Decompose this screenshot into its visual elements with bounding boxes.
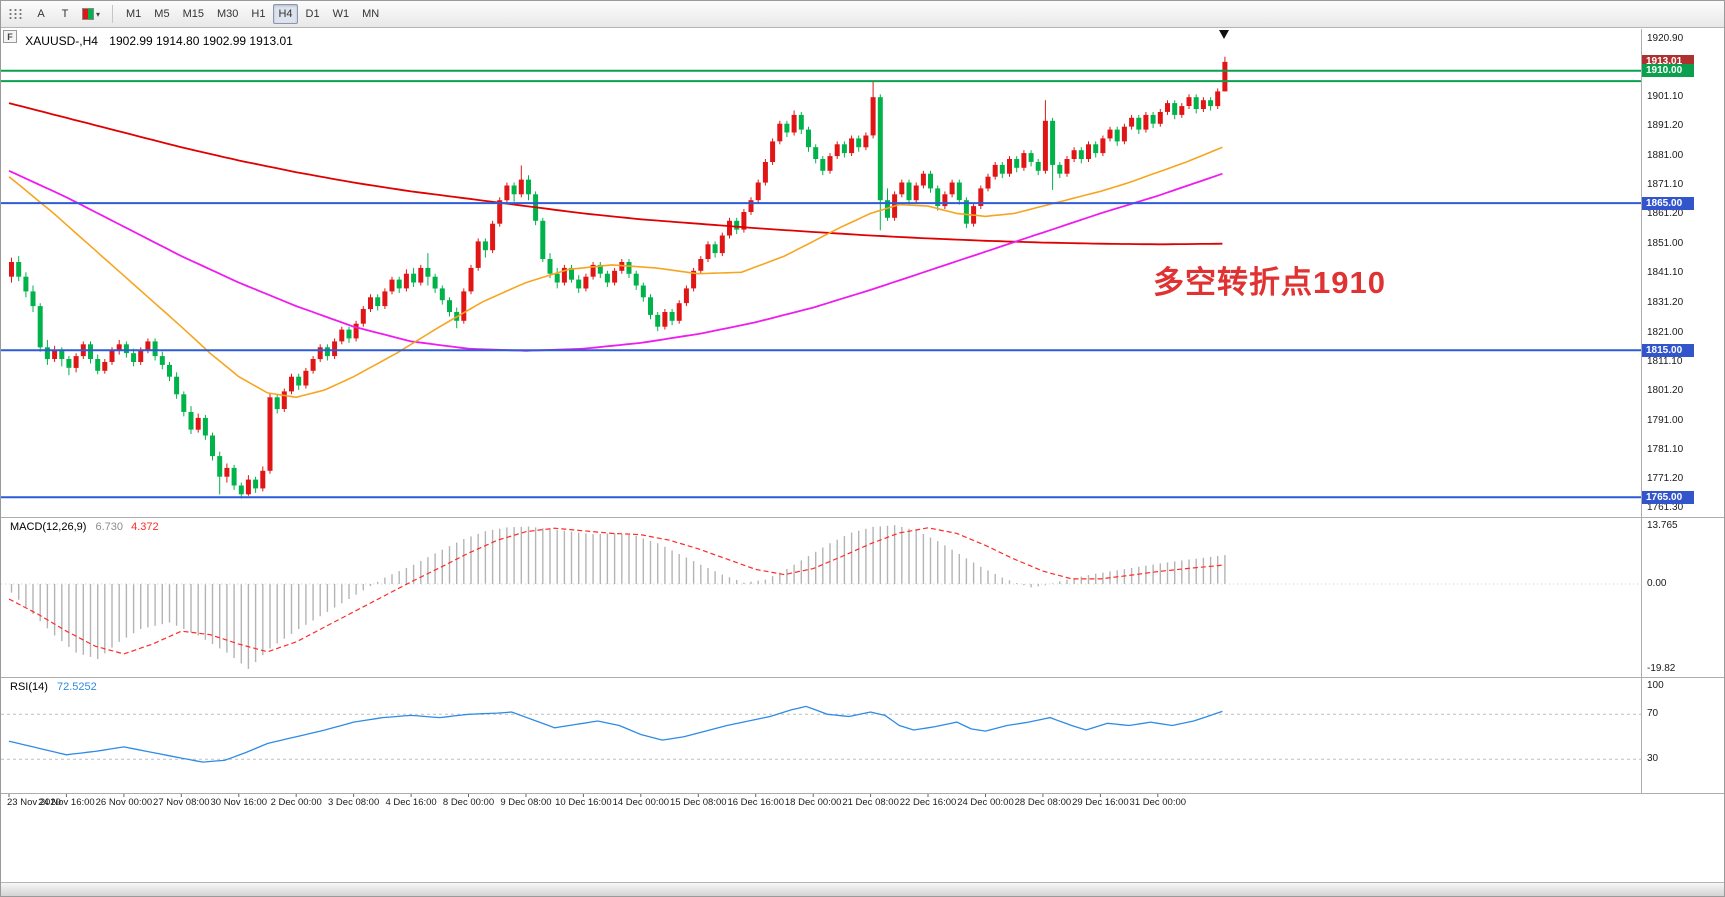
timeframe-button-w1[interactable]: W1 bbox=[328, 4, 355, 24]
time-axis-label: 22 Dec 16:00 bbox=[899, 797, 957, 808]
ohlc-values: 1902.99 1914.80 1902.99 1913.01 bbox=[109, 34, 293, 48]
time-axis-label: 30 Nov 16:00 bbox=[210, 797, 268, 808]
price-axis-label: 1861.20 bbox=[1647, 208, 1684, 220]
timeframe-button-h4[interactable]: H4 bbox=[273, 4, 298, 24]
text-annotation-button[interactable]: A bbox=[30, 4, 52, 24]
color-swatch-icon bbox=[82, 8, 94, 20]
f-tab[interactable]: F bbox=[3, 30, 17, 43]
timeframe-button-m5[interactable]: M5 bbox=[149, 4, 174, 24]
time-axis-label: 18 Dec 00:00 bbox=[784, 797, 842, 808]
candlestick-series bbox=[9, 56, 1228, 499]
price-axis-label: 1781.10 bbox=[1647, 443, 1684, 455]
time-axis-label: 31 Dec 00:00 bbox=[1129, 797, 1187, 808]
time-axis-label: 14 Dec 00:00 bbox=[612, 797, 670, 808]
panel-separator-rsi-time bbox=[1, 793, 1724, 794]
ma-magenta-line[interactable] bbox=[8, 169, 1223, 352]
price-axis-label: 1891.20 bbox=[1647, 120, 1684, 132]
time-axis-label: 2 Dec 00:00 bbox=[270, 797, 322, 808]
price-marker: 1910.00 bbox=[1642, 64, 1694, 78]
price-axis-label: 1811.10 bbox=[1647, 355, 1683, 367]
price-axis-label: 1771.20 bbox=[1647, 473, 1684, 485]
chart-title: ▼ XAUUSD-,H4 1902.99 1914.80 1902.99 191… bbox=[11, 34, 293, 48]
rsi-name: RSI(14) bbox=[10, 681, 48, 693]
price-axis-label: 1920.90 bbox=[1647, 32, 1684, 44]
price-axis-label: 1821.00 bbox=[1647, 326, 1684, 338]
price-scale-border bbox=[1641, 29, 1642, 794]
price-axis-label: 1801.20 bbox=[1647, 384, 1684, 396]
macd-main-value: 6.730 bbox=[95, 521, 124, 533]
price-axis-label: 1901.10 bbox=[1647, 90, 1684, 102]
toolbar-separator bbox=[112, 5, 114, 23]
time-axis-label: 4 Dec 16:00 bbox=[385, 797, 437, 808]
time-axis-label: 28 Dec 08:00 bbox=[1014, 797, 1072, 808]
macd-axis-label: 13.765 bbox=[1647, 520, 1678, 531]
ma-red-line[interactable] bbox=[8, 102, 1223, 246]
price-axis-label: 1761.30 bbox=[1647, 502, 1684, 514]
time-axis-label: 3 Dec 08:00 bbox=[328, 797, 380, 808]
colors-dropdown[interactable]: ▾ bbox=[78, 4, 104, 24]
arrow-marker[interactable] bbox=[1219, 30, 1229, 39]
timeframe-button-mn[interactable]: MN bbox=[357, 4, 384, 24]
symbol-period-label: XAUUSD-,H4 bbox=[25, 34, 98, 48]
timeframe-button-h1[interactable]: H1 bbox=[246, 4, 270, 24]
price-marker: 1865.00 bbox=[1642, 196, 1694, 210]
price-axis-label: 1831.20 bbox=[1647, 296, 1684, 308]
macd-name: MACD(12,26,9) bbox=[10, 521, 87, 533]
time-axis-label: 24 Nov 16:00 bbox=[38, 797, 95, 808]
timeframe-button-m30[interactable]: M30 bbox=[212, 4, 243, 24]
macd-signal-line bbox=[8, 527, 1223, 655]
price-axis-label: 1791.00 bbox=[1647, 414, 1684, 426]
macd-axis-label: -19.82 bbox=[1647, 663, 1676, 675]
rsi-value: 72.5252 bbox=[56, 681, 97, 693]
macd-label: MACD(12,26,9) 6.730 4.372 bbox=[10, 521, 159, 533]
chevron-down-icon: ▾ bbox=[96, 9, 101, 19]
rsi-axis-label: 30 bbox=[1647, 753, 1659, 765]
time-axis-label: 23 Nov 2020 bbox=[7, 797, 61, 808]
timeframe-button-m15[interactable]: M15 bbox=[178, 4, 209, 24]
time-axis-label: 10 Dec 16:00 bbox=[555, 797, 612, 808]
macd-axis-label: 0.00 bbox=[1647, 578, 1667, 589]
rsi-line bbox=[8, 705, 1223, 763]
price-marker: 1765.00 bbox=[1642, 490, 1694, 504]
time-axis-label: 24 Dec 00:00 bbox=[957, 797, 1014, 808]
price-scale[interactable] bbox=[1642, 29, 1724, 793]
annotation-text[interactable]: 多空转折点1910 bbox=[1153, 265, 1386, 300]
price-axis-label: 1871.10 bbox=[1647, 179, 1684, 191]
price-axis-label: 1851.00 bbox=[1647, 238, 1684, 250]
ma-orange-line[interactable] bbox=[8, 146, 1223, 399]
panel-separator-macd-rsi[interactable] bbox=[1, 677, 1724, 678]
horizontal-scrollbar[interactable] bbox=[1, 882, 1724, 896]
timeframe-button-d1[interactable]: D1 bbox=[301, 4, 325, 24]
macd-signal-value: 4.372 bbox=[131, 521, 159, 533]
price-axis-label: 1841.10 bbox=[1647, 267, 1684, 279]
time-axis-label: 15 Dec 08:00 bbox=[670, 797, 727, 808]
rsi-axis-label: 70 bbox=[1647, 708, 1659, 720]
text-label-button[interactable]: T bbox=[54, 4, 76, 24]
rsi-axis-label: 100 bbox=[1647, 680, 1664, 691]
timeframe-toolbar: M1 M5 M15 M30 H1 H4 D1 W1 MN bbox=[121, 4, 384, 24]
rsi-label: RSI(14) 72.5252 bbox=[10, 681, 97, 693]
time-axis-label: 21 Dec 08:00 bbox=[842, 797, 899, 808]
time-axis-label: 29 Dec 16:00 bbox=[1072, 797, 1129, 808]
time-axis-label: 16 Dec 16:00 bbox=[727, 797, 784, 808]
time-axis-label: 27 Nov 08:00 bbox=[153, 797, 210, 808]
macd-histogram bbox=[10, 525, 1226, 669]
time-axis-label: 9 Dec 08:00 bbox=[500, 797, 552, 808]
time-axis-label: 8 Dec 00:00 bbox=[442, 797, 495, 808]
timeframe-button-m1[interactable]: M1 bbox=[121, 4, 146, 24]
toolbar: A T ▾ M1 M5 M15 M30 H1 H4 D1 W1 MN bbox=[1, 1, 1724, 28]
grid-dots-icon[interactable] bbox=[8, 8, 23, 20]
panel-separator-main-macd[interactable] bbox=[1, 517, 1724, 518]
price-axis-label: 1881.00 bbox=[1647, 150, 1684, 162]
time-axis-label: 26 Nov 00:00 bbox=[95, 797, 153, 808]
price-marker: 1815.00 bbox=[1642, 343, 1694, 357]
